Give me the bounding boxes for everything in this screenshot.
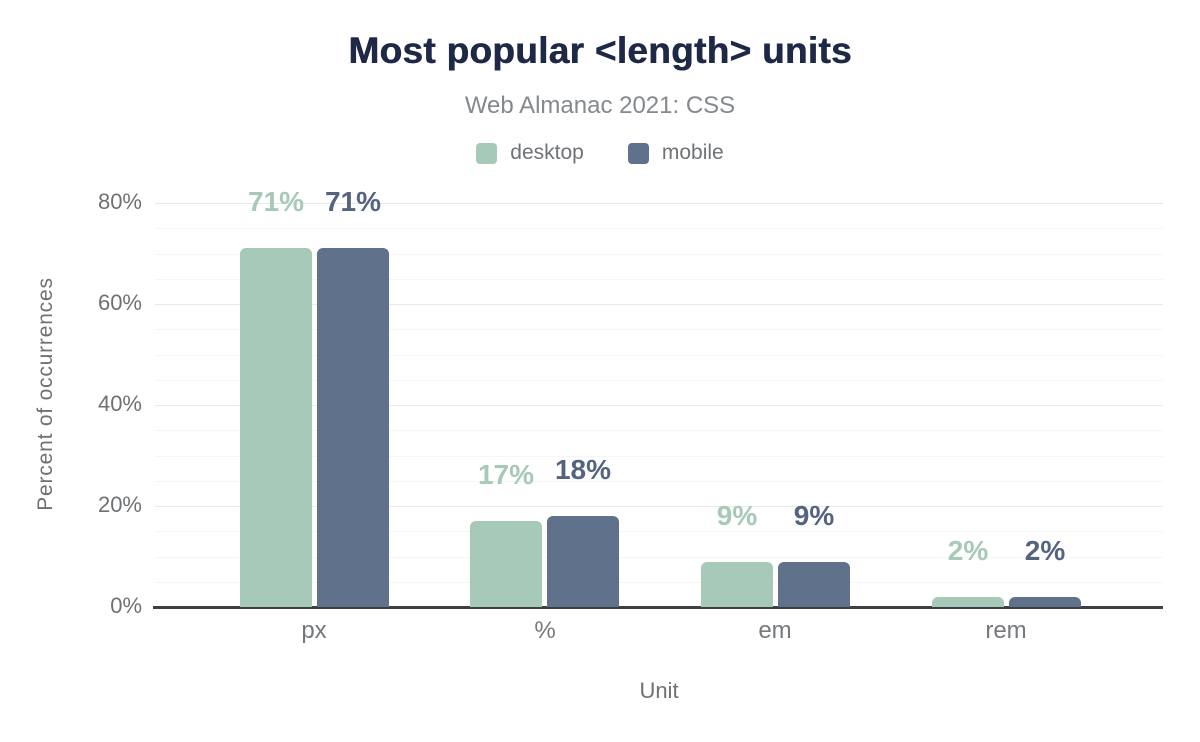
x-tick-label-rem: rem — [985, 617, 1027, 644]
minor-gridline — [155, 430, 1163, 431]
bar-mobile-em[interactable] — [778, 562, 850, 607]
value-label-mobile-em: 9% — [793, 500, 835, 531]
minor-gridline — [155, 279, 1163, 280]
chart-title: Most popular <length> units — [348, 30, 852, 71]
value-label-desktop-rem: 2% — [947, 535, 989, 566]
legend-label-desktop: desktop — [510, 141, 584, 164]
minor-gridline — [155, 456, 1163, 457]
legend-item-desktop[interactable]: desktop — [476, 141, 584, 165]
bar-desktop-px[interactable] — [240, 248, 312, 607]
value-label-desktop-px: 71% — [247, 186, 305, 217]
major-gridline — [155, 203, 1163, 204]
minor-gridline — [155, 228, 1163, 229]
bar-desktop-em[interactable] — [701, 562, 773, 607]
legend: desktop mobile — [0, 141, 1200, 165]
minor-gridline — [155, 481, 1163, 482]
y-tick-label: 0% — [110, 593, 142, 618]
major-gridline — [155, 506, 1163, 507]
bar-mobile-%[interactable] — [547, 516, 619, 607]
minor-gridline — [155, 380, 1163, 381]
desktop-series-swatch — [476, 142, 498, 164]
y-tick-label: 80% — [97, 189, 142, 214]
value-label-mobile-rem: 2% — [1024, 535, 1066, 566]
minor-gridline — [155, 557, 1163, 558]
value-label-mobile-px: 71% — [324, 186, 382, 217]
major-gridline — [155, 304, 1163, 305]
value-label-desktop-%: 17% — [477, 459, 535, 490]
legend-label-mobile: mobile — [661, 141, 724, 164]
bar-desktop-rem[interactable] — [932, 597, 1004, 607]
value-label-desktop-em: 9% — [716, 500, 758, 531]
minor-gridline — [155, 355, 1163, 356]
legend-item-mobile[interactable]: mobile — [627, 141, 724, 165]
x-axis-title: Unit — [639, 678, 679, 703]
minor-gridline — [155, 531, 1163, 532]
y-tick-label: 40% — [97, 391, 142, 416]
minor-gridline — [155, 329, 1163, 330]
x-tick-label-%: % — [534, 617, 556, 644]
bar-mobile-rem[interactable] — [1009, 597, 1081, 607]
y-tick-label: 20% — [97, 492, 142, 517]
bar-mobile-px[interactable] — [317, 248, 389, 607]
y-tick-label: 60% — [97, 290, 142, 315]
mobile-series-swatch — [627, 142, 649, 164]
x-axis-line — [153, 606, 1163, 609]
minor-gridline — [155, 254, 1163, 255]
major-gridline — [155, 405, 1163, 406]
x-tick-label-em: em — [758, 617, 792, 644]
chart-subtitle: Web Almanac 2021: CSS — [464, 92, 736, 119]
bar-desktop-%[interactable] — [470, 521, 542, 607]
x-tick-label-px: px — [301, 617, 327, 644]
minor-gridline — [155, 582, 1163, 583]
